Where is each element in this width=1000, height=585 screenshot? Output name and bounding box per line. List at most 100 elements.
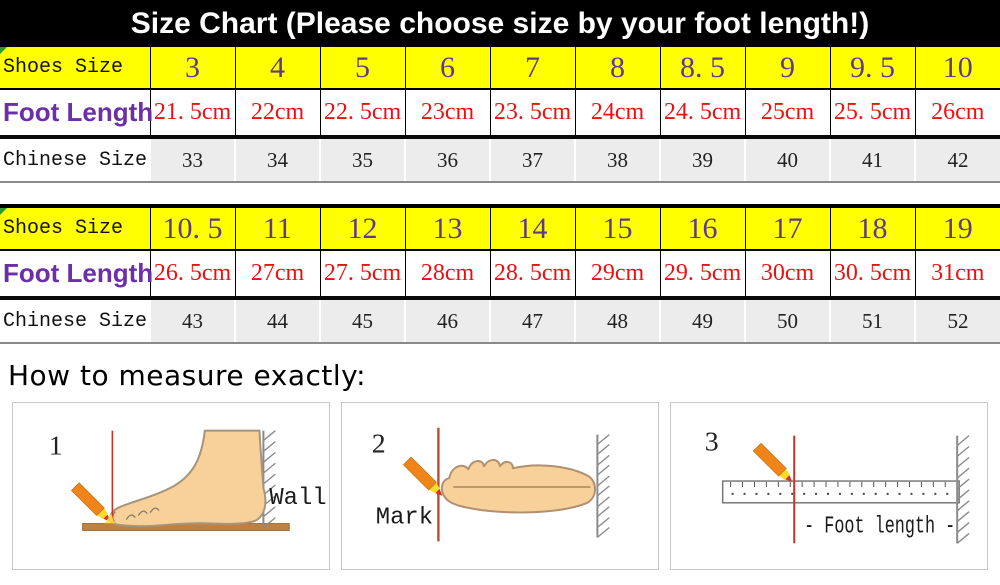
size-cell: 16 [659, 208, 745, 251]
size-cell: 4 [234, 47, 320, 90]
size-cell: 37 [489, 137, 575, 183]
size-cell: 41 [829, 137, 915, 183]
chinese-size-row: Chinese Size 43 44 45 46 47 48 49 50 51 52 [0, 298, 1000, 344]
size-table-2: Shoes Size 10. 5 11 12 13 14 15 16 17 18 19 Foot Le… [0, 208, 1000, 344]
ruler-icon [721, 480, 960, 504]
size-cell: 44 [234, 298, 320, 344]
size-cell: 40 [744, 137, 830, 183]
size-cell: 9 [744, 47, 830, 90]
toe-lines-icon [111, 507, 160, 522]
size-cell: 6 [404, 47, 490, 90]
wall-hatch-icon [262, 430, 276, 529]
size-cell: 51 [829, 298, 915, 344]
size-cell: 23cm [404, 89, 490, 139]
row-label: Shoes Size [0, 208, 150, 251]
measure-panel-3: 3 - F [670, 402, 988, 570]
size-cell: 11 [234, 208, 320, 251]
row-label: Chinese Size [0, 298, 150, 344]
measure-panel-2: 2 Mark [341, 402, 659, 570]
panel-number: 1 [49, 430, 63, 461]
size-cell: 24cm [574, 89, 660, 139]
size-cell: 19 [914, 208, 1000, 251]
size-cell: 49 [659, 298, 745, 344]
size-cell: 8 [574, 47, 660, 90]
size-cell: 52 [914, 298, 1000, 344]
size-cell: 38 [574, 137, 660, 183]
chinese-size-row: Chinese Size 33 34 35 36 37 38 39 40 41 42 [0, 137, 1000, 183]
size-cell: 31cm [914, 250, 1000, 300]
row-label: Foot Length [0, 250, 153, 300]
size-table-1: Shoes Size 3 4 5 6 7 8 8. 5 9 9. 5 10 Foot Length 21… [0, 47, 1000, 183]
size-cell: 13 [404, 208, 490, 251]
size-cell: 21. 5cm [149, 89, 235, 139]
size-cell: 8. 5 [659, 47, 745, 90]
mark-label: Mark [376, 505, 433, 532]
foot-length-row: Foot Length 26. 5cm 27cm 27. 5cm 28cm 28. 5cm… [0, 250, 1000, 300]
size-cell: 10 [914, 47, 1000, 90]
title-bar: Size Chart (Please choose size by your f… [0, 0, 1000, 47]
wall-hatch-icon [596, 434, 610, 538]
size-cell: 43 [149, 298, 235, 344]
size-cell: 48 [574, 298, 660, 344]
foot-length-label: - Foot length - [804, 513, 955, 540]
measure-step1-illustration: 1 Wall [49, 429, 327, 531]
foot-side-icon [109, 429, 267, 528]
panel-number: 2 [372, 428, 386, 459]
size-cell: 14 [489, 208, 575, 251]
shoes-size-row: Shoes Size 10. 5 11 12 13 14 15 16 17 18 19 [0, 208, 1000, 251]
pencil-icon [402, 456, 443, 496]
size-cell: 28. 5cm [489, 250, 575, 300]
measure-heading: How to measure exactly: [8, 359, 367, 392]
size-table-wrap-1: Shoes Size 3 4 5 6 7 8 8. 5 9 9. 5 10 Foot Length 21… [0, 47, 1000, 183]
size-cell: 33 [149, 137, 235, 183]
measure-step2-illustration: 2 Mark [372, 427, 610, 542]
foot-length-row: Foot Length 21. 5cm 22cm 22. 5cm 23cm 23. 5cm… [0, 89, 1000, 139]
size-cell: 22. 5cm [319, 89, 405, 139]
size-cell: 30cm [744, 250, 830, 300]
page-title: Size Chart (Please choose size by your f… [130, 6, 870, 40]
size-cell: 35 [319, 137, 405, 183]
measure-step3-illustration: 3 - F [705, 426, 970, 544]
size-cell: 18 [829, 208, 915, 251]
size-cell: 9. 5 [829, 47, 915, 90]
size-cell: 24. 5cm [659, 89, 745, 139]
size-cell: 29cm [574, 250, 660, 300]
mark-spark-icon [104, 513, 115, 524]
size-cell: 15 [574, 208, 660, 251]
size-cell: 28cm [404, 250, 490, 300]
size-cell: 22cm [234, 89, 320, 139]
size-cell: 39 [659, 137, 745, 183]
size-cell: 50 [744, 298, 830, 344]
wall-hatch-icon [956, 435, 970, 544]
row-label: Shoes Size [0, 47, 150, 90]
size-cell: 26. 5cm [149, 250, 235, 300]
size-cell: 34 [234, 137, 320, 183]
size-cell: 26cm [914, 89, 1000, 139]
size-cell: 17 [744, 208, 830, 251]
measure-panels: 1 Wall [0, 402, 1000, 570]
pencil-icon [752, 442, 793, 483]
panel-number: 3 [705, 426, 719, 457]
size-cell: 25. 5cm [829, 89, 915, 139]
size-cell: 27. 5cm [319, 250, 405, 300]
size-cell: 23. 5cm [489, 89, 575, 139]
size-cell: 46 [404, 298, 490, 344]
size-cell: 29. 5cm [659, 250, 745, 300]
foot-top-icon [440, 458, 597, 514]
size-cell: 36 [404, 137, 490, 183]
measure-panel-1: 1 Wall [12, 402, 330, 570]
size-cell: 12 [319, 208, 405, 251]
wall-label: Wall [269, 485, 326, 512]
size-cell: 42 [914, 137, 1000, 183]
size-cell: 3 [149, 47, 235, 90]
size-cell: 45 [319, 298, 405, 344]
size-cell: 10. 5 [149, 208, 235, 251]
row-label: Chinese Size [0, 137, 150, 183]
row-label: Foot Length [0, 89, 153, 139]
size-cell: 47 [489, 298, 575, 344]
size-cell: 30. 5cm [829, 250, 915, 300]
size-cell: 5 [319, 47, 405, 90]
size-table-wrap-2: Shoes Size 10. 5 11 12 13 14 15 16 17 18 19 Foot Le… [0, 204, 1000, 344]
size-cell: 27cm [234, 250, 320, 300]
